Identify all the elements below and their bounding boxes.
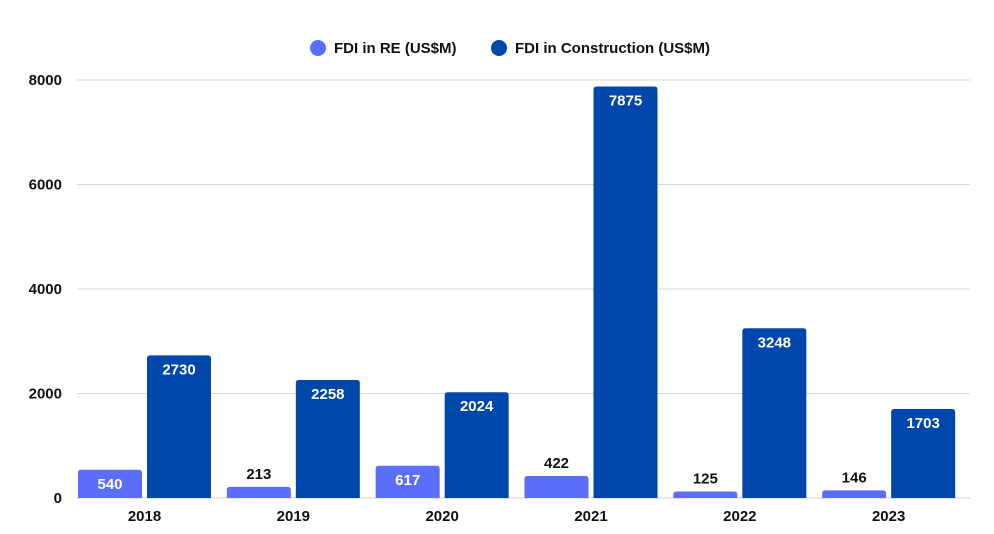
legend-marker-fdi-re [310, 40, 326, 56]
data-label-fdi-construction-2019: 2258 [311, 386, 344, 403]
bar-fdi-construction-2019 [295, 380, 360, 498]
bar-fdi-re-2023 [822, 490, 887, 498]
legend-label-fdi-construction: FDI in Construction (US$M) [515, 40, 710, 57]
data-label-fdi-re-2019: 213 [246, 466, 271, 483]
x-tick-label: 2020 [425, 508, 458, 525]
legend-marker-fdi-construction [491, 40, 507, 56]
x-tick-label: 2023 [872, 508, 905, 525]
y-tick-label: 8000 [29, 72, 62, 89]
x-axis: 2018 2019 2020 2021 2022 2023 [128, 508, 906, 525]
legend: FDI in RE (US$M) FDI in Construction (US… [310, 40, 710, 57]
x-tick-label: 2018 [128, 508, 161, 525]
y-tick-label: 2000 [29, 386, 62, 403]
y-tick-label: 4000 [29, 281, 62, 298]
data-label-fdi-re-2022: 125 [693, 470, 718, 487]
gridlines [77, 79, 970, 499]
data-label-fdi-construction-2022: 3248 [758, 334, 791, 351]
bar-fdi-re-2021 [524, 475, 589, 498]
x-tick-label: 2022 [723, 508, 756, 525]
y-tick-label: 0 [54, 490, 62, 507]
data-label-fdi-construction-2021: 7875 [609, 93, 642, 110]
bar-fdi-re-2022 [673, 491, 738, 498]
data-label-fdi-re-2020: 617 [395, 472, 420, 489]
y-axis: 0 2000 4000 6000 8000 [29, 72, 62, 507]
data-label-fdi-re-2018: 540 [97, 476, 122, 493]
bar-fdi-re-2018 [78, 469, 142, 498]
data-label-fdi-re-2021: 422 [544, 455, 569, 472]
bar-fdi-re-2020 [375, 465, 440, 498]
data-label-fdi-construction-2020: 2024 [460, 398, 494, 415]
data-label-fdi-re-2023: 146 [842, 469, 867, 486]
bar-fdi-construction-2022 [742, 328, 807, 498]
legend-label-fdi-re: FDI in RE (US$M) [334, 40, 457, 57]
y-tick-label: 6000 [29, 177, 62, 194]
bar-fdi-construction-2023 [891, 409, 956, 498]
bar-fdi-construction-2018 [147, 355, 211, 498]
x-tick-label: 2021 [574, 508, 607, 525]
bar-fdi-re-2019 [226, 486, 291, 498]
data-label-fdi-construction-2018: 2730 [162, 361, 195, 378]
data-label-fdi-construction-2023: 1703 [906, 415, 939, 432]
bars: 540 2730 213 2258 617 2024 422 7875 125 3248 146 17… [78, 86, 956, 498]
bar-fdi-construction-2021 [593, 86, 658, 498]
bar-fdi-construction-2020 [444, 392, 509, 498]
x-tick-label: 2019 [277, 508, 310, 525]
